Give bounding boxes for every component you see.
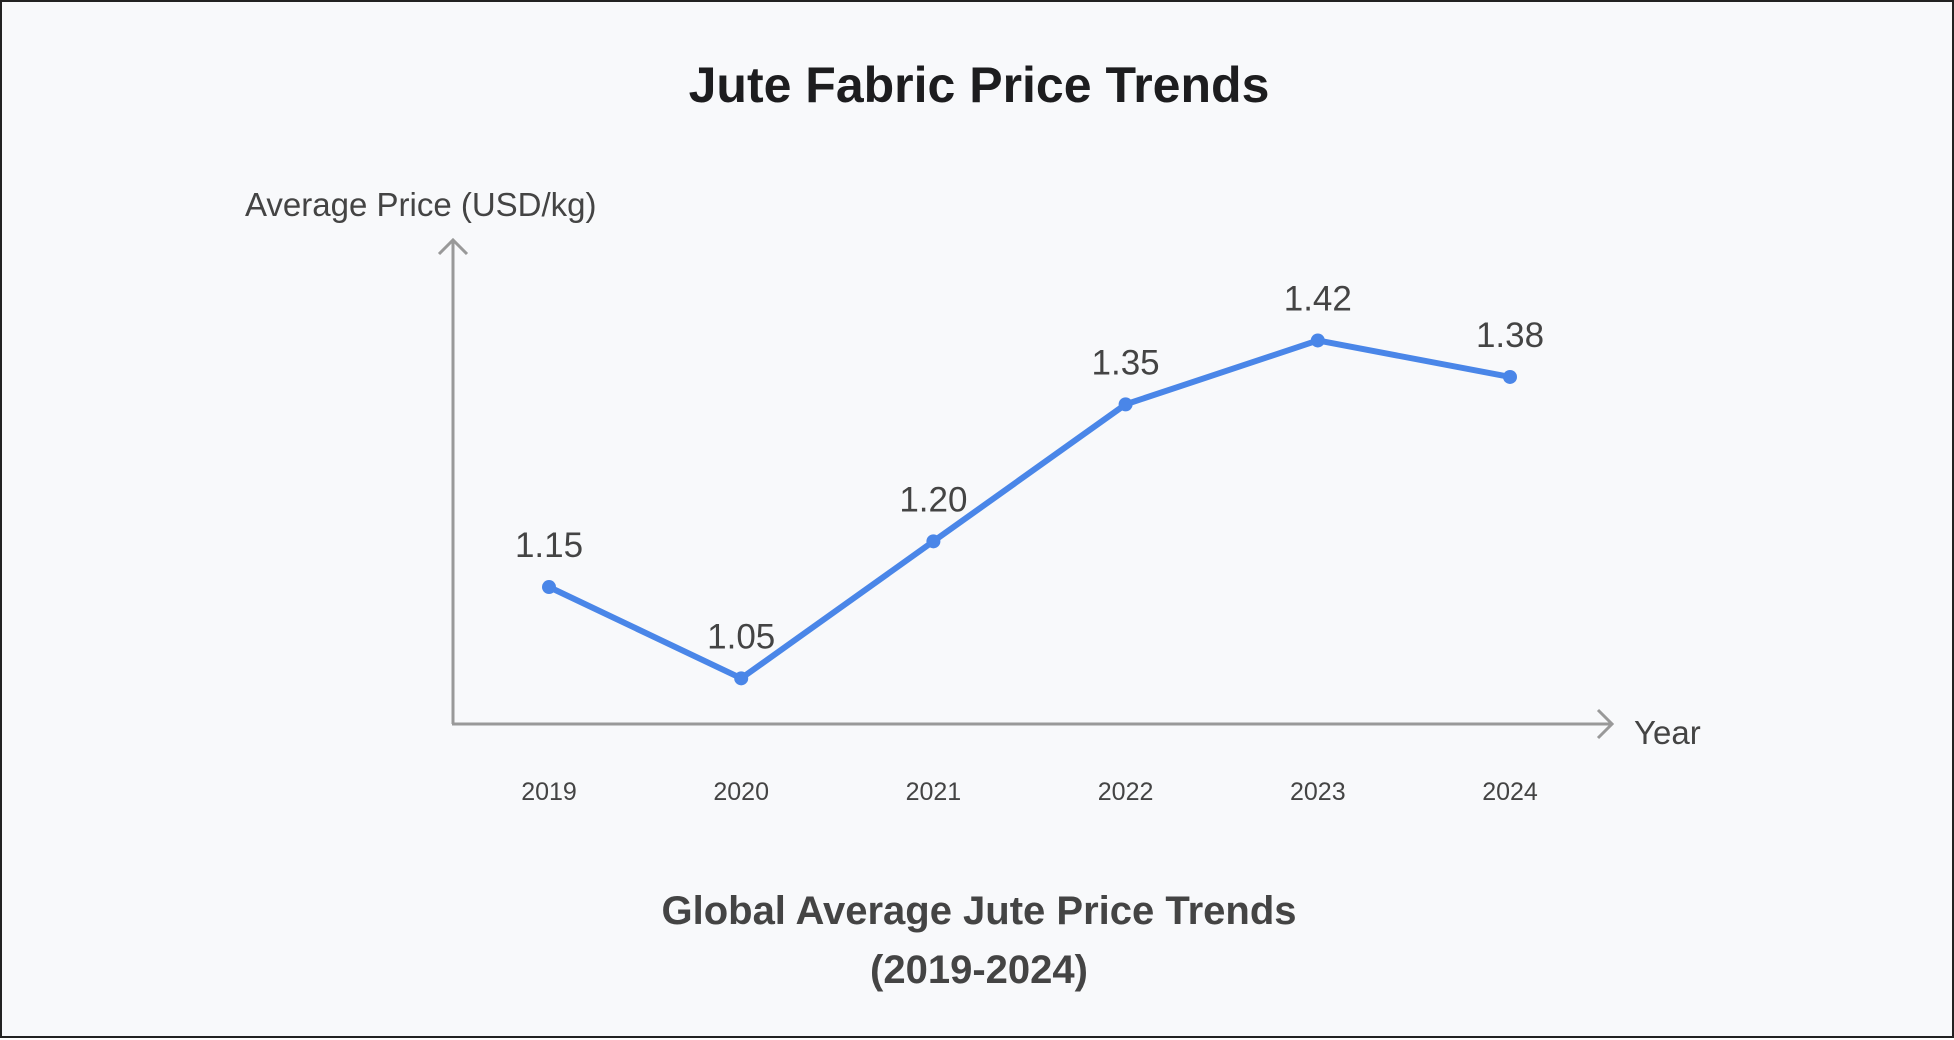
x-axis (452, 708, 1615, 740)
y-axis-label: Average Price (USD/kg) (245, 186, 597, 223)
data-point (1310, 333, 1325, 348)
x-tick-label: 2024 (1482, 778, 1538, 806)
data-label: 1.20 (899, 480, 967, 519)
chart-subtitle-line-1: Global Average Jute Price Trends (661, 889, 1296, 933)
series-line (547, 337, 1511, 682)
data-point (1503, 369, 1517, 384)
y-axis-arrow-icon (437, 237, 469, 256)
data-label: 1.15 (515, 526, 583, 565)
data-label: 1.35 (1092, 343, 1160, 382)
y-axis (437, 237, 469, 724)
x-tick-label: 2023 (1290, 778, 1346, 806)
x-axis-label: Year (1634, 714, 1701, 751)
data-point (1118, 397, 1133, 412)
data-point (542, 580, 556, 595)
chart-title: Jute Fabric Price Trends (689, 57, 1270, 113)
x-tick-label: 2019 (521, 778, 577, 806)
x-tick-label: 2022 (1098, 778, 1154, 806)
chart-subtitle-line-2: (2019-2024) (870, 948, 1088, 992)
data-point (734, 671, 749, 686)
data-label: 1.42 (1284, 279, 1352, 318)
x-axis-arrow-icon (1596, 708, 1615, 740)
data-label: 1.38 (1476, 316, 1544, 355)
data-label: 1.05 (707, 617, 775, 656)
data-point (926, 534, 941, 549)
x-tick-label: 2020 (713, 778, 769, 806)
x-tick-label: 2021 (906, 778, 962, 806)
